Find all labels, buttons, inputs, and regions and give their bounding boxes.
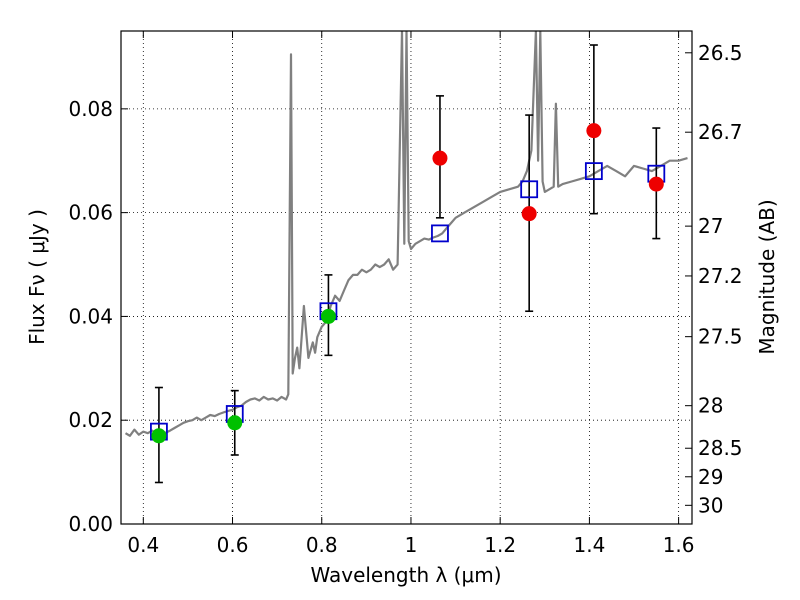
- y-tick-label: 0.06: [68, 201, 113, 225]
- x-tick-label: 1.6: [663, 533, 695, 557]
- x-tick-label: 1.2: [484, 533, 516, 557]
- green-data-point: [151, 428, 167, 444]
- y-tick-label: 0.02: [68, 408, 113, 432]
- x-axis-label: Wavelength λ (μm): [310, 563, 501, 587]
- y-axis-label: Flux Fν ( μJy ): [25, 209, 49, 345]
- model-flux-square: [520, 180, 539, 199]
- x-tick-label: 0.4: [127, 533, 159, 557]
- red-data-point: [521, 206, 537, 222]
- right-tick-label: 30: [698, 493, 723, 517]
- x-tick-label: 1: [405, 533, 418, 557]
- plot-frame: [120, 30, 693, 525]
- y-tick-label: 0.00: [68, 512, 113, 536]
- x-tick-label: 0.6: [217, 533, 249, 557]
- x-tick-label: 0.8: [306, 533, 338, 557]
- green-data-point: [320, 308, 336, 324]
- right-tick-label: 29: [698, 465, 723, 489]
- y-tick-label: 0.08: [68, 97, 113, 121]
- right-tick-label: 28: [698, 394, 723, 418]
- model-flux-square: [584, 162, 603, 181]
- plot-area: [124, 31, 688, 484]
- spectrum-line: [124, 31, 688, 437]
- model-flux-square: [431, 224, 449, 243]
- x-tick-label: 1.4: [573, 533, 605, 557]
- right-tick-label: 27.2: [698, 264, 743, 288]
- red-data-point: [432, 150, 448, 166]
- right-tick-label: 26.5: [698, 41, 743, 65]
- right-tick-label: 26.7: [698, 120, 743, 144]
- y-tick-label: 0.04: [68, 304, 113, 328]
- axis-ticks: 0.4 0.6 0.8 1 1.2 1.4 1.6 0.00 0.02 0.04 0.06 0.08 2…: [68, 31, 743, 557]
- right-axis-label: Magnitude (AB): [755, 199, 779, 354]
- red-data-point: [586, 123, 602, 139]
- right-tick-label: 27: [698, 214, 723, 238]
- red-data-point: [648, 176, 664, 192]
- right-tick-label: 27.5: [698, 325, 743, 349]
- green-data-point: [227, 415, 243, 431]
- right-tick-label: 28.5: [698, 436, 743, 460]
